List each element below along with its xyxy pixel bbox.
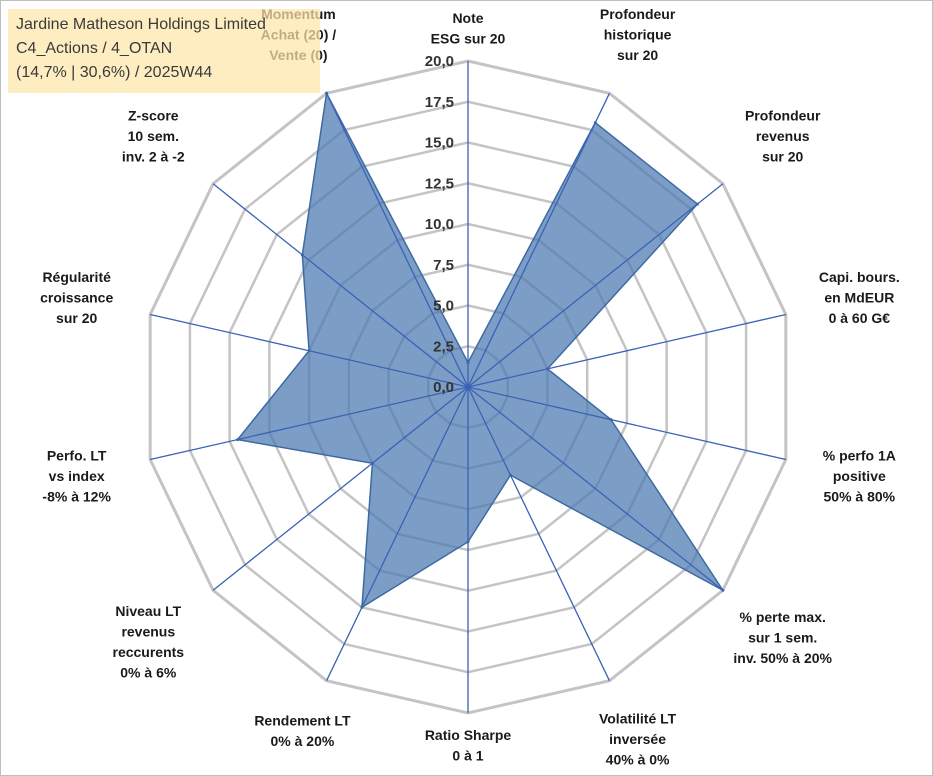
axis-label-line: positive xyxy=(833,468,886,484)
axis-label-1: Profondeur historique sur 20 xyxy=(600,6,676,63)
axis-label-line: 10 sem. xyxy=(128,128,179,144)
axis-label-9: Niveau LT revenus reccurents 0% à 6% xyxy=(113,603,185,681)
axis-label-line: vs index xyxy=(49,468,105,484)
radar-axis-labels: Note ESG sur 20 Profondeur historique sur 20… xyxy=(40,6,900,767)
axis-label-6: Volatilité LT inversée 40% à 0% xyxy=(599,710,677,767)
axis-label-line: Profondeur xyxy=(600,6,676,22)
spoke-5 xyxy=(467,386,724,591)
tick-label: 7,5 xyxy=(433,257,454,274)
axis-label-line: Rendement LT xyxy=(254,712,351,728)
axis-label-line: % perfo 1A xyxy=(823,448,896,464)
performance-stats: (14,7% | 30,6%) / 2025W44 xyxy=(16,64,213,81)
axis-label-8: Rendement LT 0% à 20% xyxy=(254,712,351,749)
radar-tick-labels: 0,0 2,5 5,0 7,5 10,0 12,5 15,0 17,5 20,0 xyxy=(425,53,454,396)
category-label: C4_Actions / 4_OTAN xyxy=(16,40,173,57)
axis-label-11: Régularité croissance sur 20 xyxy=(40,269,113,326)
axis-label-line: 0 à 1 xyxy=(452,748,483,764)
spoke-12 xyxy=(212,183,469,388)
axis-label-3: Capi. bours. en MdEUR 0 à 60 G€ xyxy=(819,269,900,326)
spoke-6 xyxy=(467,386,611,681)
axis-label-line: Z-score xyxy=(128,107,179,123)
axis-label-line: Régularité xyxy=(42,269,111,285)
axis-label-line: en MdEUR xyxy=(824,289,894,305)
axis-label-5: % perte max. sur 1 sem. inv. 50% à 20% xyxy=(733,609,832,666)
spoke-1 xyxy=(467,93,611,388)
tick-label: 12,5 xyxy=(425,175,454,192)
spoke-13 xyxy=(325,93,469,388)
axis-label-line: Note xyxy=(452,10,483,26)
spoke-4 xyxy=(467,386,786,461)
spoke-10 xyxy=(150,386,469,461)
axis-label-line: % perte max. xyxy=(740,609,826,625)
axis-label-line: reccurents xyxy=(113,644,185,660)
axis-label-4: % perfo 1A positive 50% à 80% xyxy=(823,448,896,505)
tick-label: 0,0 xyxy=(433,379,454,396)
axis-label-2: Profondeur revenus sur 20 xyxy=(745,107,821,164)
spoke-9 xyxy=(212,386,469,591)
axis-label-line: revenus xyxy=(121,623,175,639)
axis-label-line: Profondeur xyxy=(745,107,821,123)
axis-label-line: 0% à 6% xyxy=(120,664,177,680)
axis-label-line: Niveau LT xyxy=(115,603,181,619)
spoke-3 xyxy=(467,313,786,388)
axis-label-line: -8% à 12% xyxy=(42,489,111,505)
spoke-2 xyxy=(467,183,724,388)
axis-label-line: ESG sur 20 xyxy=(431,31,506,47)
tick-label: 20,0 xyxy=(425,53,454,70)
tick-label: 2,5 xyxy=(433,338,454,355)
axis-label-0: Note ESG sur 20 xyxy=(431,10,506,47)
axis-label-line: 40% à 0% xyxy=(606,751,670,767)
tick-label: 5,0 xyxy=(433,298,454,315)
axis-label-line: croissance xyxy=(40,289,113,305)
axis-label-line: sur 20 xyxy=(762,148,803,164)
axis-label-line: Capi. bours. xyxy=(819,269,900,285)
axis-label-line: inv. 2 à -2 xyxy=(122,148,185,164)
axis-label-line: Volatilité LT xyxy=(599,710,677,726)
axis-label-line: historique xyxy=(604,27,672,43)
axis-label-12: Z-score 10 sem. inv. 2 à -2 xyxy=(122,107,185,164)
tick-label: 10,0 xyxy=(425,216,454,233)
axis-label-line: sur 1 sem. xyxy=(748,630,817,646)
axis-label-line: 0% à 20% xyxy=(271,733,335,749)
tick-label: 17,5 xyxy=(425,94,454,111)
axis-label-line: revenus xyxy=(756,128,810,144)
company-name: Jardine Matheson Holdings Limited xyxy=(16,16,266,33)
info-box: Jardine Matheson Holdings Limited C4_Act… xyxy=(8,9,320,93)
spoke-11 xyxy=(150,313,469,388)
axis-label-line: Perfo. LT xyxy=(47,448,107,464)
axis-label-line: sur 20 xyxy=(56,310,97,326)
tick-label: 15,0 xyxy=(425,135,454,152)
spoke-8 xyxy=(325,386,469,681)
axis-label-line: 50% à 80% xyxy=(824,489,896,505)
axis-label-line: inv. 50% à 20% xyxy=(733,650,832,666)
axis-label-7: Ratio Sharpe 0 à 1 xyxy=(425,727,512,764)
radar-spokes xyxy=(150,61,786,713)
axis-label-line: inversée xyxy=(609,731,666,747)
axis-label-line: sur 20 xyxy=(617,47,658,63)
axis-label-line: 0 à 60 G€ xyxy=(829,310,891,326)
axis-label-line: Ratio Sharpe xyxy=(425,727,512,743)
axis-label-10: Perfo. LT vs index -8% à 12% xyxy=(42,448,111,505)
